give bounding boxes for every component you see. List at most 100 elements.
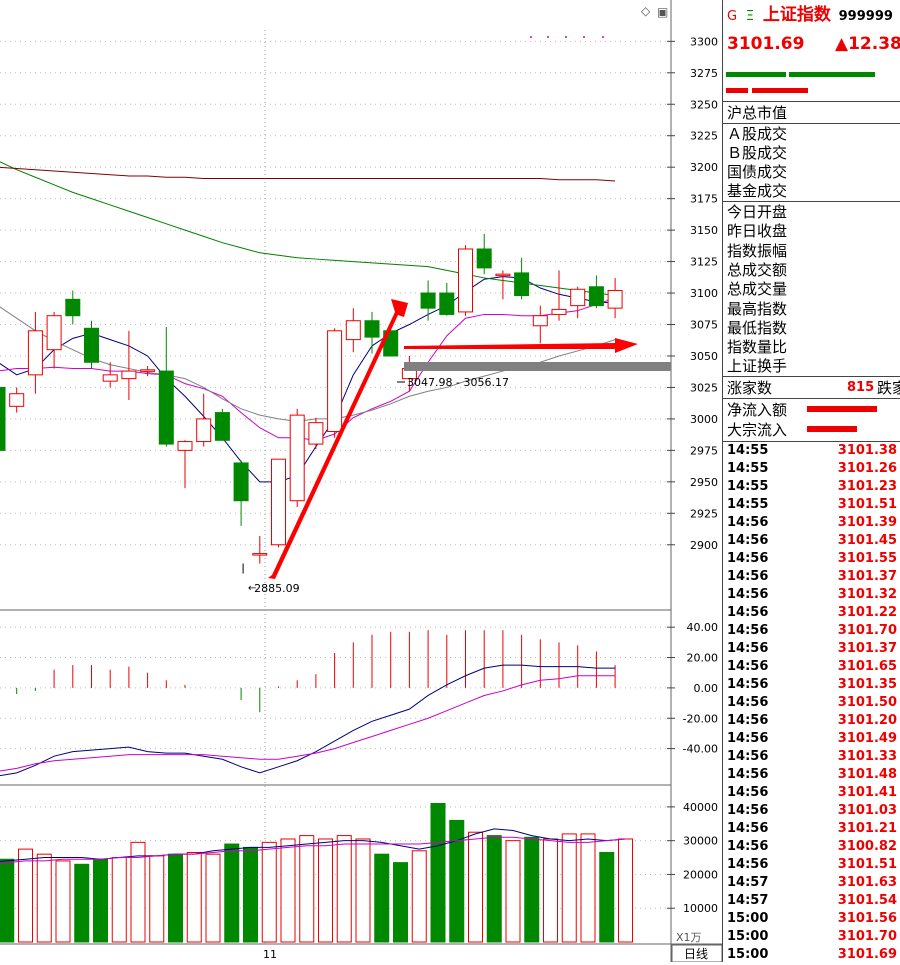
volume-bar [393, 862, 408, 943]
signal-dot [583, 36, 585, 38]
candle-body [46, 315, 62, 351]
ma-line [0, 166, 616, 182]
tick-price: 3101.20 [837, 713, 897, 728]
candle-body [570, 288, 586, 307]
volume-bar [355, 838, 371, 943]
signal-dot [530, 36, 532, 38]
tick-time: 14:56 [727, 839, 769, 854]
tick-time: 15:00 [727, 911, 769, 926]
axis-labels: 3300 3275 3250 3225 3200 3175 3150 3125 3100 3075… [263, 4, 722, 962]
tick-time: 14:56 [727, 533, 769, 548]
candle [607, 277, 623, 319]
price-tick-label: 2975 [690, 444, 718, 457]
candle-body [495, 273, 511, 277]
period-button [671, 944, 722, 962]
kline-chart[interactable]: 3300 3275 3250 3225 3200 3175 3150 3125 3100 3075… [0, 0, 722, 962]
candle-body [532, 315, 548, 327]
candle [233, 460, 249, 526]
candle [158, 327, 174, 447]
tick-price: 3101.56 [837, 911, 897, 926]
volume-bar [149, 855, 165, 943]
tick-row: 14:56 3101.22 [725, 605, 899, 623]
net-inflow-label: 净流入额 [727, 401, 788, 419]
tick-time: 14:56 [727, 713, 769, 728]
tick-row: 14:55 3101.26 [725, 461, 899, 479]
candle [289, 408, 305, 508]
tick-price: 3101.70 [837, 623, 897, 638]
candle-body [252, 553, 268, 556]
price-tick-label: 3100 [690, 287, 718, 300]
candle-body [458, 248, 473, 313]
support-band [404, 362, 671, 371]
tick-row: 14:56 3101.50 [725, 695, 899, 713]
volume-pane [0, 803, 633, 943]
tick-time: 14:57 [727, 875, 769, 890]
candle-body [140, 369, 156, 372]
candle [327, 328, 343, 438]
block-inflow-bar [807, 426, 857, 432]
tick-price: 3101.70 [837, 929, 897, 944]
tick-time: 14:56 [727, 605, 769, 620]
tick-time: 14:56 [727, 731, 769, 746]
chart-grid [0, 0, 722, 962]
tick-row: 14:56 3101.45 [725, 533, 899, 551]
candle-body [102, 374, 118, 382]
stat-label: 总成交额 [727, 260, 788, 279]
rise-count-label: 涨家数 [727, 379, 773, 397]
candle-body [177, 441, 193, 451]
volume-bar [224, 843, 240, 943]
candle-body [84, 327, 99, 363]
tick-price: 3101.48 [837, 767, 897, 782]
candle [308, 417, 324, 450]
tick-price: 3101.45 [837, 533, 897, 548]
price-tick-label: 3050 [690, 350, 718, 363]
tick-row: 14:56 3101.37 [725, 641, 899, 659]
candle [121, 330, 137, 401]
candle [140, 366, 156, 377]
candle [9, 387, 25, 413]
moving-average-lines [0, 161, 616, 483]
stat-label: 今日开盘 [727, 203, 788, 221]
ma-line [0, 276, 616, 483]
diamond-icon: ◇ [641, 4, 651, 18]
menu-icon[interactable]: Ξ [745, 9, 755, 24]
volume-bar [74, 863, 90, 943]
code-g-icon[interactable]: G [727, 9, 738, 24]
price-tick-label: 3200 [690, 161, 718, 174]
candle-body [476, 248, 492, 269]
tick-price: 3101.63 [837, 875, 897, 890]
stat-label: 指数量比 [727, 338, 788, 357]
price-tick-label: 3225 [690, 130, 718, 143]
tick-price: 3101.32 [837, 587, 897, 602]
tick-time: 14:56 [727, 677, 769, 692]
tick-time: 14:55 [727, 443, 769, 458]
index-code: 999999 [838, 9, 893, 24]
period-label: 日线 [684, 947, 708, 961]
volume-bar [580, 833, 596, 943]
volume-bar [18, 848, 33, 943]
tick-price: 3100.82 [837, 839, 897, 854]
tick-price: 3101.38 [837, 443, 897, 458]
candle [532, 305, 548, 344]
candle-body [308, 422, 324, 445]
tick-row: 14:56 3101.20 [725, 713, 899, 731]
tick-row: 15:00 3101.70 [725, 929, 899, 947]
window-icon: ▣ [657, 5, 668, 19]
volume-tick-label: 10000 [683, 902, 718, 915]
range-annotation: 3047.98 - 3056.17 [407, 376, 509, 389]
tick-row: 14:56 3101.32 [725, 587, 899, 605]
signal-dot [547, 36, 549, 38]
volume-ma-line [0, 828, 626, 863]
tick-price: 3101.26 [837, 461, 897, 476]
fall-count-label: 跌家 [877, 379, 900, 397]
candle [84, 320, 99, 369]
turnover-label: Ｂ股成交 [727, 144, 788, 162]
volume-bar [299, 835, 315, 943]
tick-price: 3101.37 [837, 641, 897, 656]
tick-row: 14:56 3101.37 [725, 569, 899, 587]
macd-dif-line [0, 664, 616, 777]
candle-body [289, 414, 305, 502]
volume-bar [261, 841, 277, 943]
tick-row: 14:55 3101.23 [725, 479, 899, 497]
candle [27, 311, 43, 394]
